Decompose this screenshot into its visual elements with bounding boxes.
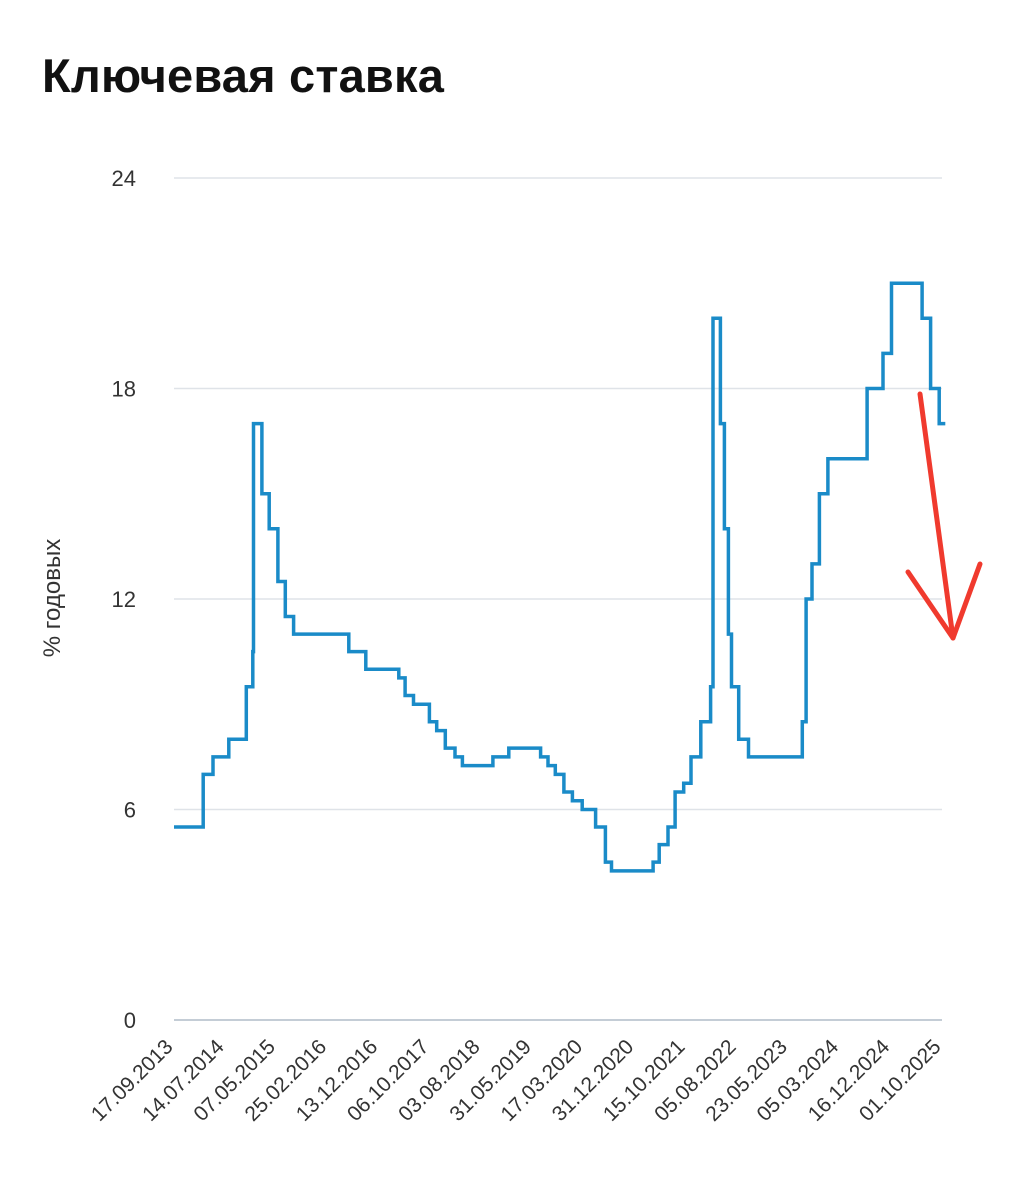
x-tick-labels: 17.09.201314.07.201407.05.201525.02.2016… [87, 1035, 946, 1126]
series-line [174, 281, 946, 873]
grid-layer [174, 177, 942, 1021]
y-tick-labels: 0 6 12 18 24 [112, 166, 136, 1033]
arrow-shaft [917, 391, 956, 641]
annotation-layer [905, 391, 983, 641]
y-tick-label: 24 [112, 166, 136, 191]
chart-title: Ключевая ставка [42, 49, 445, 102]
y-axis-label: % годовых [39, 539, 66, 657]
y-tick-label: 6 [124, 798, 136, 823]
series-layer [174, 281, 946, 873]
y-tick-label: 12 [112, 587, 136, 612]
arrow-head [905, 561, 983, 641]
y-tick-label: 0 [124, 1008, 136, 1033]
y-tick-label: 18 [112, 377, 136, 402]
